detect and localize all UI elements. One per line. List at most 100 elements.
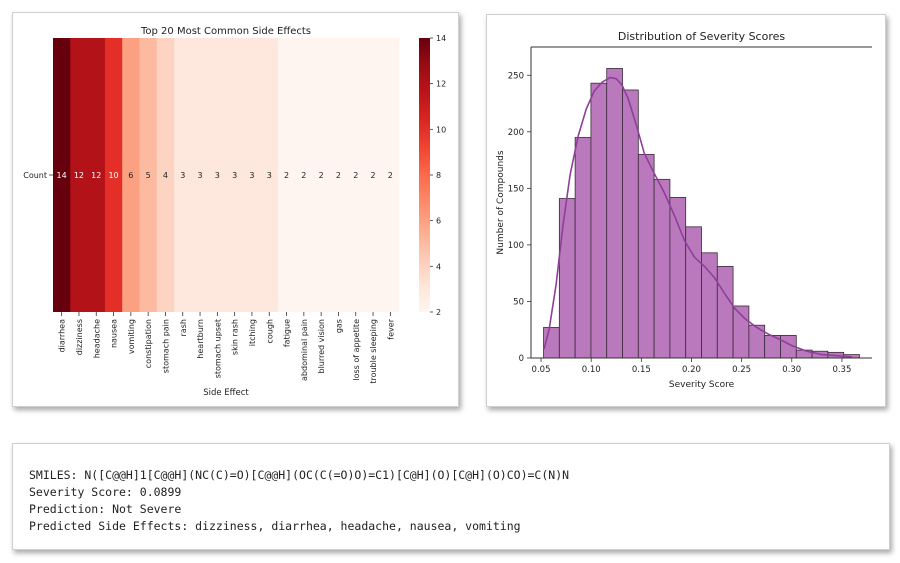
x-tick-label: headache — [92, 319, 101, 358]
x-tick-label: 0.05 — [532, 365, 551, 375]
heatmap-cell-label: 12 — [74, 171, 84, 180]
heatmap-cell — [70, 38, 88, 312]
prediction-output-panel: SMILES: N([C@@H]1[C@@H](NC(C)=O)[C@@H](O… — [12, 443, 890, 550]
x-tick-label: 0.20 — [682, 365, 701, 375]
heatmap-cell-label: 2 — [388, 171, 393, 180]
histogram-bar — [574, 137, 592, 359]
colorbar-tick-label: 14 — [436, 34, 446, 43]
y-tick-label: 0 — [519, 354, 524, 364]
x-tick-label: fever — [386, 318, 395, 339]
x-tick-label: nausea — [110, 319, 119, 348]
heatmap-cell — [277, 38, 296, 312]
x-tick-label: rash — [179, 319, 188, 336]
heatmap-cell-label: 6 — [128, 171, 133, 180]
y-axis-label: Number of Compounds — [496, 150, 506, 254]
heatmap-cell — [347, 38, 365, 312]
heatmap-cell — [139, 38, 158, 312]
heatmap-cell — [381, 38, 400, 312]
x-tick-label: 0.15 — [632, 365, 651, 375]
x-tick-label: trouble sleeping — [369, 319, 378, 384]
heatmap-cell — [122, 38, 140, 312]
heatmap-cell-label: 3 — [249, 171, 254, 180]
histogram-chart: Distribution of Severity Scores 0.05 0.10 0… — [496, 30, 872, 390]
x-tick-label: cough — [265, 319, 274, 344]
row-label: Count — [23, 171, 47, 180]
heatmap-cell-label: 2 — [301, 171, 306, 180]
histogram-bar — [637, 154, 655, 359]
x-tick-label: diarrhea — [58, 319, 67, 352]
colorbar-tick-label: 10 — [436, 125, 446, 134]
heatmap-cell — [174, 38, 192, 312]
heatmap-panel: Top 20 Most Common Side Effects 14 diarrhe… — [12, 12, 459, 407]
histogram-bar — [701, 252, 718, 359]
heatmap-cell — [364, 38, 383, 312]
prediction-line: Prediction: Not Severe — [29, 502, 182, 516]
histogram-bar — [590, 82, 608, 359]
heatmap-cell-label: 12 — [91, 171, 101, 180]
heatmap-cell-label: 3 — [215, 171, 220, 180]
y-tick-label: 150 — [508, 184, 524, 194]
histogram-bar — [653, 178, 671, 359]
y-tick-label: 100 — [508, 241, 524, 251]
x-tick-label: gas — [334, 319, 343, 333]
colorbar-tick-label: 6 — [436, 217, 441, 226]
histogram-bar — [622, 89, 639, 359]
heatmap-cell-label: 2 — [319, 171, 324, 180]
colorbar-tick-label: 4 — [436, 262, 441, 271]
x-tick-label: heartburn — [196, 319, 205, 359]
x-tick-label: abdominal pain — [300, 319, 309, 381]
y-tick-label: 200 — [508, 128, 524, 138]
heatmap-cell — [156, 38, 175, 312]
heatmap-cell — [312, 38, 331, 312]
y-tick-label: 250 — [508, 71, 524, 81]
x-tick-label: fatigue — [283, 319, 292, 347]
heatmap-cell — [208, 38, 227, 312]
x-tick-label: loss of appetite — [352, 319, 361, 381]
heatmap-cell — [295, 38, 313, 312]
x-tick-label: blurred vision — [317, 319, 326, 374]
x-tick-label: 0.30 — [782, 365, 801, 375]
heatmap-cell — [260, 38, 279, 312]
heatmap-chart: Top 20 Most Common Side Effects 14 diarrhe… — [23, 26, 446, 398]
colorbar-tick-label: 2 — [436, 308, 441, 317]
heatmap-cell-label: 3 — [180, 171, 185, 180]
histogram-title: Distribution of Severity Scores — [618, 30, 786, 43]
histogram-panel: Distribution of Severity Scores 0.05 0.10 0… — [486, 14, 886, 407]
x-tick-label: 0.10 — [582, 365, 601, 375]
heatmap-cell — [53, 38, 71, 312]
heatmap-cell-label: 5 — [146, 171, 151, 180]
colorbar-tick-label: 8 — [436, 171, 441, 180]
heatmap-cell-label: 3 — [198, 171, 203, 180]
histogram-bar — [669, 197, 687, 359]
heatmap-cell-label: 2 — [336, 171, 341, 180]
heatmap-cell-label: 4 — [163, 171, 168, 180]
heatmap-cell-label: 2 — [371, 171, 376, 180]
heatmap-cell-label: 3 — [232, 171, 237, 180]
heatmap-cell-label: 3 — [267, 171, 272, 180]
x-tick-label: stomach upset — [213, 319, 222, 378]
severity-score-line: Severity Score: 0.0899 — [29, 485, 182, 499]
heatmap-cell — [87, 38, 106, 312]
heatmap-cell — [191, 38, 210, 312]
x-tick-label: skin rash — [231, 319, 240, 355]
x-tick-label: itching — [248, 319, 257, 346]
kde-curve — [543, 76, 852, 358]
histogram-bar — [606, 68, 623, 359]
heatmap-cell-label: 14 — [57, 171, 67, 180]
heatmap-cell — [104, 38, 123, 312]
heatmap-cell — [226, 38, 244, 312]
x-tick-label: stomach pain — [161, 319, 170, 373]
x-tick-label: constipation — [144, 319, 153, 368]
heatmap-title: Top 20 Most Common Side Effects — [140, 26, 311, 37]
x-tick-label: vomiting — [127, 319, 136, 354]
histogram-bar — [716, 265, 734, 359]
x-tick-label: 0.25 — [732, 365, 751, 375]
colorbar-tick-label: 12 — [436, 80, 446, 89]
predicted-side-effects-line: Predicted Side Effects: dizziness, diarr… — [29, 519, 521, 533]
x-tick-label: dizziness — [75, 319, 84, 355]
colorbar — [419, 38, 430, 312]
heatmap-cell-label: 10 — [108, 171, 118, 180]
y-tick-label: 50 — [513, 297, 524, 307]
x-axis-label: Severity Score — [669, 380, 735, 390]
histogram-bar — [558, 198, 576, 359]
